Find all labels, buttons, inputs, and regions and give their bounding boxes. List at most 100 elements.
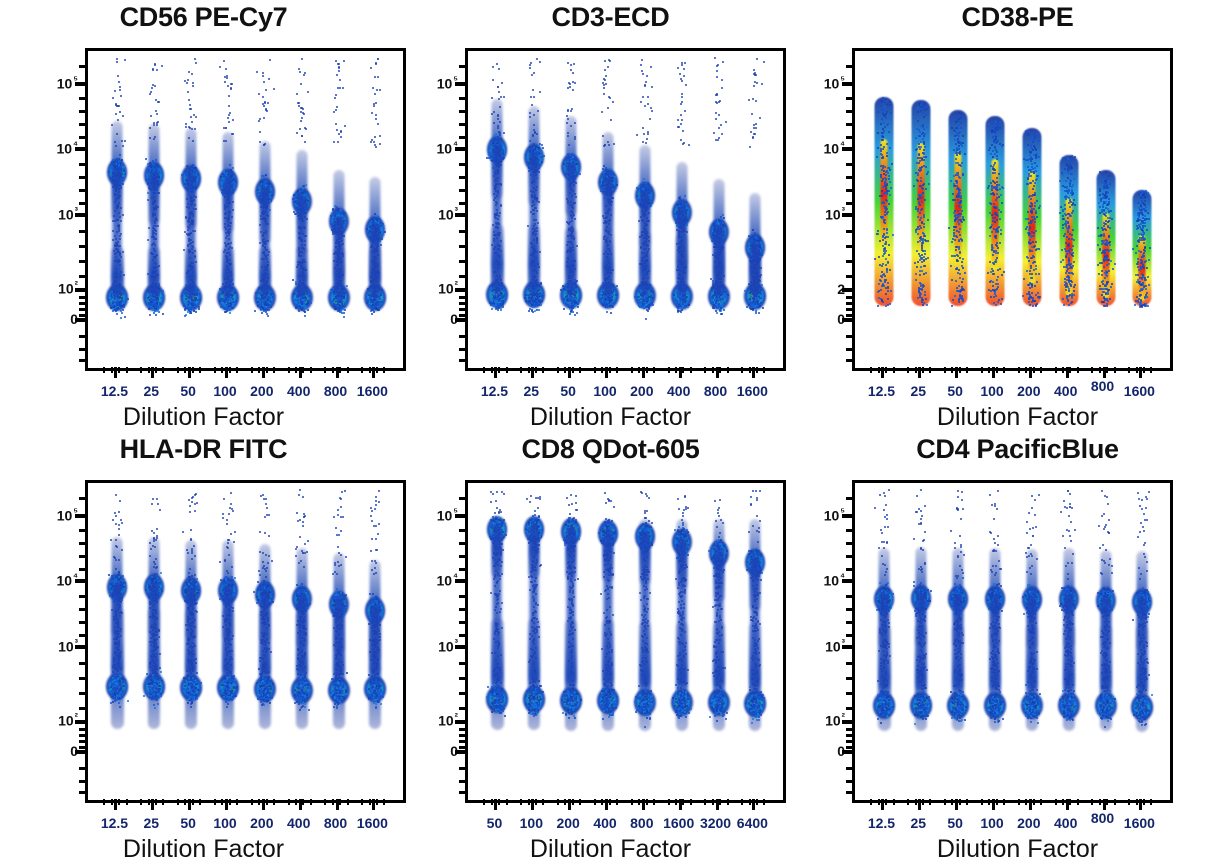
x-minor-tick bbox=[111, 367, 113, 373]
x-tick-mark bbox=[1029, 799, 1032, 810]
x-minor-tick bbox=[988, 799, 990, 805]
y-minor-tick bbox=[846, 202, 853, 205]
x-minor-tick bbox=[528, 367, 530, 373]
x-tick-label: 200 bbox=[630, 383, 653, 399]
x-tick-mark bbox=[1139, 799, 1142, 810]
x-minor-tick bbox=[907, 367, 909, 373]
plot-area bbox=[85, 48, 406, 371]
x-minor-tick bbox=[535, 799, 537, 805]
x-minor-tick bbox=[295, 367, 297, 373]
x-minor-tick bbox=[944, 367, 946, 373]
x-minor-tick bbox=[148, 367, 150, 373]
x-minor-tick bbox=[148, 799, 150, 805]
x-minor-tick bbox=[631, 799, 633, 805]
density-column bbox=[481, 51, 513, 368]
y-tick-mark bbox=[455, 579, 466, 583]
y-tick-mark bbox=[75, 213, 86, 217]
x-minor-tick bbox=[288, 799, 290, 805]
y-tick-mark bbox=[455, 750, 466, 754]
x-minor-tick bbox=[1062, 367, 1064, 373]
x-minor-tick bbox=[177, 367, 179, 373]
x-minor-tick bbox=[675, 799, 677, 805]
density-column bbox=[101, 51, 133, 368]
x-minor-tick bbox=[668, 367, 670, 373]
x-tick-label: 200 bbox=[1017, 383, 1040, 399]
density-column bbox=[1126, 51, 1158, 368]
y-axis: 10⁵10⁴10³10²0 bbox=[814, 480, 852, 797]
x-tick-mark bbox=[881, 367, 884, 378]
x-minor-tick bbox=[564, 367, 566, 373]
density-column bbox=[518, 483, 550, 800]
x-minor-tick bbox=[981, 799, 983, 805]
x-minor-tick bbox=[749, 367, 751, 373]
x-minor-tick bbox=[966, 799, 968, 805]
plot-area bbox=[465, 480, 786, 803]
density-column bbox=[138, 483, 170, 800]
y-minor-tick bbox=[459, 740, 466, 743]
density-column bbox=[359, 51, 391, 368]
x-minor-tick bbox=[214, 799, 216, 805]
y-minor-tick bbox=[459, 202, 466, 205]
x-minor-tick bbox=[1150, 367, 1152, 373]
x-tick-label: 25 bbox=[144, 383, 160, 399]
x-tick-label: 50 bbox=[947, 383, 963, 399]
x-tick-mark bbox=[955, 367, 958, 378]
y-minor-tick bbox=[459, 621, 466, 624]
panel-title: CD4 PacificBlue bbox=[814, 434, 1221, 465]
panel-title: CD3-ECD bbox=[407, 2, 814, 33]
x-minor-tick bbox=[682, 799, 684, 805]
x-tick-label: 400 bbox=[1054, 815, 1077, 831]
y-minor-tick bbox=[846, 359, 853, 362]
y-axis: 10⁵10⁴10³20 bbox=[814, 48, 852, 365]
y-minor-tick bbox=[79, 791, 86, 794]
y-minor-tick bbox=[79, 634, 86, 637]
x-tick-label: 200 bbox=[250, 383, 273, 399]
density-canvas bbox=[88, 483, 403, 800]
x-minor-tick bbox=[712, 367, 714, 373]
x-minor-tick bbox=[929, 367, 931, 373]
x-minor-tick bbox=[339, 799, 341, 805]
y-tick-mark bbox=[455, 288, 466, 292]
x-tick-label: 800 bbox=[1091, 810, 1114, 826]
y-minor-tick bbox=[459, 302, 466, 305]
x-tick-label: 3200 bbox=[700, 815, 731, 831]
x-minor-tick bbox=[1143, 799, 1145, 805]
density-canvas bbox=[468, 483, 783, 800]
x-minor-tick bbox=[951, 799, 953, 805]
density-canvas bbox=[88, 51, 403, 368]
density-column bbox=[555, 51, 587, 368]
x-minor-tick bbox=[332, 799, 334, 805]
x-minor-tick bbox=[966, 367, 968, 373]
x-minor-tick bbox=[376, 367, 378, 373]
x-tick-mark bbox=[188, 799, 191, 810]
y-minor-tick bbox=[459, 123, 466, 126]
y-minor-tick bbox=[459, 767, 466, 770]
x-tick-mark bbox=[992, 799, 995, 810]
x-minor-tick bbox=[251, 799, 253, 805]
x-tick-mark bbox=[262, 799, 265, 810]
y-minor-tick bbox=[459, 662, 466, 665]
x-tick-label: 800 bbox=[630, 815, 653, 831]
y-minor-tick bbox=[846, 335, 853, 338]
y-minor-tick bbox=[79, 568, 86, 571]
density-column bbox=[592, 51, 624, 368]
y-tick-mark bbox=[842, 514, 853, 518]
x-minor-tick bbox=[756, 799, 758, 805]
y-minor-tick bbox=[459, 275, 466, 278]
x-tick-mark bbox=[372, 799, 375, 810]
x-minor-tick bbox=[1114, 367, 1116, 373]
x-minor-tick bbox=[192, 367, 194, 373]
x-minor-tick bbox=[1077, 367, 1079, 373]
density-column bbox=[286, 51, 318, 368]
density-column bbox=[592, 483, 624, 800]
x-axis-title: Dilution Factor bbox=[0, 403, 407, 432]
x-minor-tick bbox=[741, 367, 743, 373]
y-minor-tick bbox=[459, 568, 466, 571]
y-minor-tick bbox=[459, 110, 466, 113]
x-tick-mark bbox=[1066, 367, 1069, 378]
panel-title: CD56 PE-Cy7 bbox=[0, 2, 407, 33]
x-tick-mark bbox=[299, 799, 302, 810]
x-tick-mark bbox=[151, 799, 154, 810]
x-tick-mark bbox=[336, 367, 339, 378]
x-minor-tick bbox=[103, 367, 105, 373]
